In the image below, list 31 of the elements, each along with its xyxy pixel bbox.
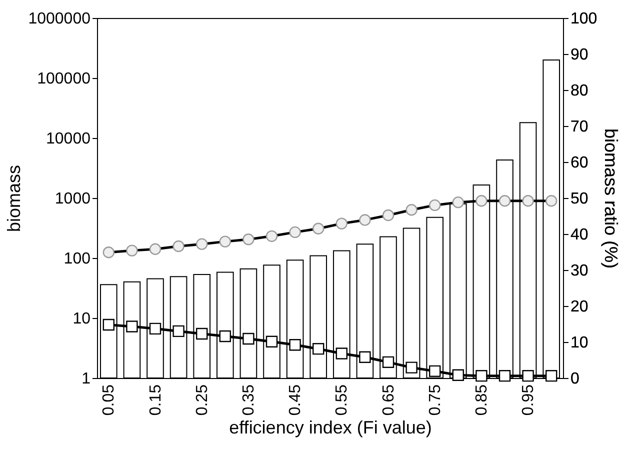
y2-tick-label: 70 bbox=[570, 118, 588, 136]
x-tick-label: 0.75 bbox=[426, 384, 444, 416]
y2-tick-label: 60 bbox=[570, 154, 588, 172]
y2-tick-label: 30 bbox=[570, 262, 588, 280]
y2-tick-label: 100 bbox=[570, 10, 598, 28]
y-tick-label: 10 bbox=[72, 310, 91, 328]
y-axis-title: biomass bbox=[4, 164, 24, 232]
y-tick-label: 1000000 bbox=[28, 10, 91, 28]
x-tick-label: 0.95 bbox=[520, 384, 538, 416]
y2-tick-label: 10 bbox=[570, 334, 588, 352]
y-tick-label: 100 bbox=[64, 250, 91, 268]
y2-axis-title: biomass ratio (%) bbox=[601, 128, 622, 269]
y2-tick-label: 40 bbox=[570, 226, 588, 244]
x-tick-label: 0.15 bbox=[147, 384, 164, 416]
x-tick-label: 0.55 bbox=[334, 384, 351, 416]
y2-tick-label: 50 bbox=[570, 190, 588, 208]
y-tick-label: 100000 bbox=[37, 70, 91, 88]
x-axis-title: efficiency index (Fi value) bbox=[229, 418, 432, 438]
y-tick-label: 10000 bbox=[46, 130, 91, 148]
y-tick-label: 1 bbox=[82, 370, 91, 388]
y-tick-label: 1000 bbox=[54, 190, 91, 208]
x-tick-label: 0.05 bbox=[100, 384, 118, 416]
x-tick-label: 0.65 bbox=[380, 384, 398, 416]
y2-tick-label: 20 bbox=[570, 298, 588, 316]
x-tick-label: 0.45 bbox=[287, 384, 304, 416]
y2-tick-label: 0 bbox=[570, 370, 580, 388]
y2-tick-label: 80 bbox=[570, 82, 588, 100]
x-tick-label: 0.35 bbox=[240, 384, 258, 416]
x-tick-label: 0.85 bbox=[473, 384, 490, 416]
y2-tick-label: 90 bbox=[570, 46, 588, 64]
x-tick-label: 0.25 bbox=[194, 384, 211, 416]
